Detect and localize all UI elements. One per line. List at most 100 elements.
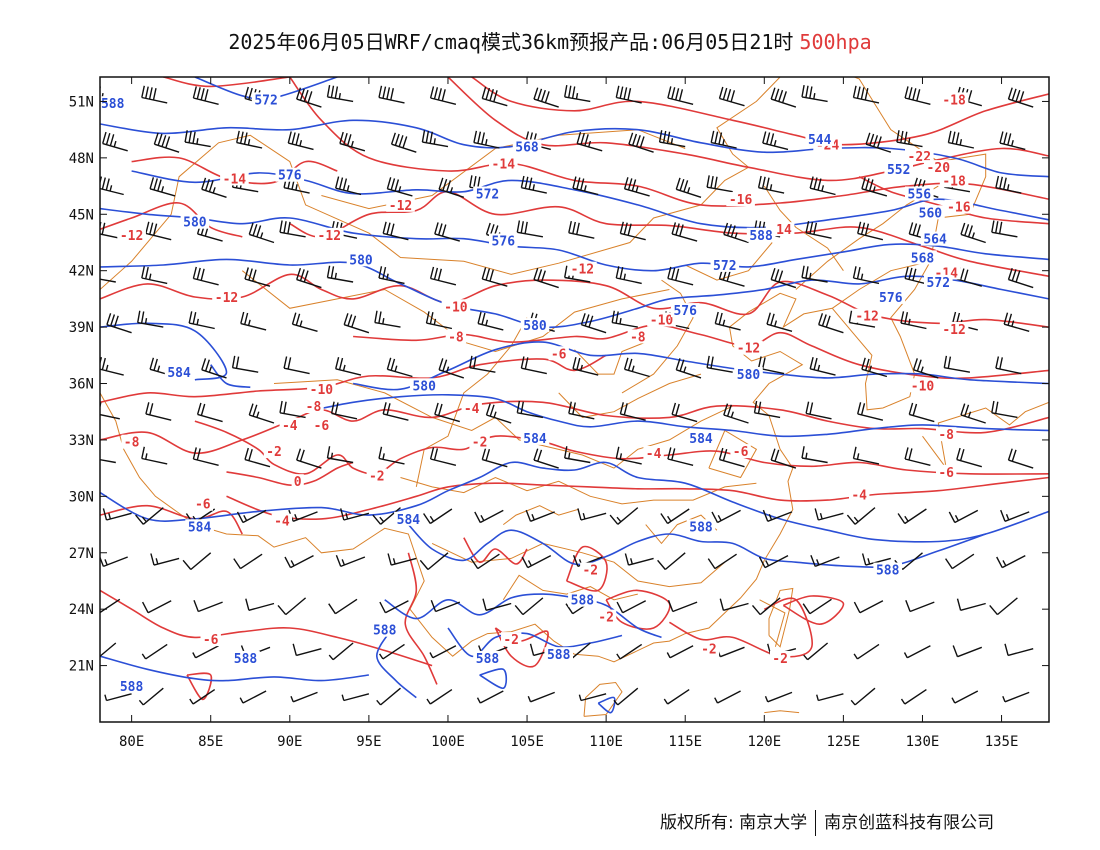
wind-barb (474, 509, 504, 524)
wind-barb (481, 447, 508, 468)
lon-tick-label: 80E (119, 734, 144, 750)
wind-barb (284, 554, 314, 569)
wind-barb (426, 689, 453, 705)
wind-barb (991, 400, 1018, 419)
height-contour (407, 524, 986, 568)
temperature-label: -2 (772, 652, 788, 667)
wind-barb (193, 600, 223, 613)
wind-barb (667, 447, 694, 466)
temperature-label-bg (192, 496, 213, 511)
wind-barb (516, 400, 544, 419)
wind-barb (244, 267, 271, 287)
wind-barb (326, 265, 354, 283)
temperature-label: -6 (733, 445, 749, 460)
temperature-label: -10 (310, 383, 334, 398)
temperature-label-bg (924, 160, 953, 175)
wind-barb (667, 600, 698, 613)
temperature-label: -12 (389, 199, 412, 214)
wind-barb (628, 132, 654, 153)
wind-barb (386, 177, 413, 197)
wind-barb (182, 552, 212, 571)
height-label-bg (686, 519, 716, 534)
wind-barb (100, 598, 121, 614)
wind-barb (572, 176, 599, 196)
height-label: 584 (523, 432, 547, 447)
wind-barb (292, 643, 322, 657)
wind-barb (102, 508, 132, 521)
height-contour (100, 207, 1049, 272)
height-label-bg (346, 252, 376, 267)
wind-barb (382, 221, 409, 241)
wind-barb (803, 642, 829, 661)
wind-barb (1004, 643, 1034, 657)
temperature-contour (289, 190, 1049, 278)
lon-tick-label: 100E (431, 734, 465, 750)
height-label: 588 (120, 680, 144, 695)
wind-barb (378, 85, 405, 104)
temperature-contour (163, 77, 290, 88)
lon-tick-label: 110E (589, 734, 623, 750)
wind-barb (706, 355, 733, 373)
wind-barb (852, 85, 880, 104)
wind-barb (192, 447, 219, 466)
wind-barb (718, 86, 745, 107)
footer-left: 版权所有: 南京大学 (660, 813, 808, 833)
footer-separator (815, 810, 817, 836)
temperature-contour (605, 589, 671, 630)
height-label: 560 (919, 206, 943, 221)
footer-right: 南京创蓝科技有限公司 (824, 813, 995, 833)
wind-barb (615, 85, 642, 104)
wind-barb (896, 130, 923, 148)
height-label-bg (473, 186, 502, 201)
wind-barb (231, 355, 259, 373)
temperature-contour (565, 545, 608, 592)
wind-barb (564, 265, 591, 283)
wind-barb (623, 177, 650, 197)
temperature-label-bg (905, 148, 934, 163)
wind-barb (762, 509, 793, 522)
wind-barb (995, 175, 1022, 194)
temperature-contour (194, 420, 1049, 475)
wind-barb (343, 313, 370, 334)
wind-barb (102, 131, 128, 152)
height-label-bg (908, 250, 937, 265)
temperature-label: -4 (274, 515, 290, 530)
wind-barb (671, 222, 698, 242)
border-line (764, 710, 800, 714)
height-label-bg (520, 430, 550, 445)
wind-barb (675, 358, 702, 379)
temperature-label-bg (627, 329, 648, 344)
temperature-label: -12 (855, 310, 878, 325)
wind-barb (335, 554, 366, 568)
wind-barb (853, 643, 880, 660)
wind-barb (340, 508, 370, 521)
height-label: 584 (188, 520, 212, 535)
temperature-label-bg (212, 289, 241, 304)
temperature-label-bg (730, 444, 751, 459)
longitude-labels: 80E 85E 90E 95E 100E 105E 110E 115E 120E 125E 130E… (119, 734, 1018, 750)
border-line (621, 279, 694, 394)
wind-barb (423, 508, 453, 525)
lat-tick-label: 45N (69, 207, 94, 223)
border-line (503, 505, 578, 526)
height-label: 588 (571, 594, 595, 609)
wind-barb (145, 221, 172, 241)
wind-barb (753, 400, 781, 419)
wind-barb (663, 689, 690, 705)
temperature-label-bg (501, 632, 522, 647)
height-label-bg (100, 96, 127, 111)
wind-barb (149, 177, 176, 197)
wind-barb (706, 175, 733, 193)
temperature-label-bg (263, 444, 285, 459)
temperature-label-bg (944, 199, 974, 214)
wind-barb (846, 507, 876, 525)
wind-barb (481, 267, 508, 287)
height-label-bg (670, 303, 700, 318)
wind-barb (943, 355, 971, 373)
wind-barb (233, 553, 263, 570)
temperature-label: -6 (551, 347, 567, 362)
wind-barb (805, 220, 832, 239)
wind-barb (758, 554, 789, 569)
wind-barb (675, 177, 702, 198)
